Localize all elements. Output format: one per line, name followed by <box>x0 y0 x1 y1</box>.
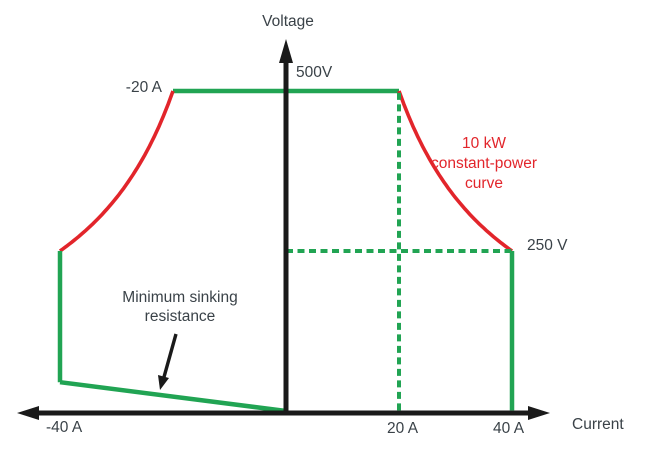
minimum-sinking-resistance-line-path <box>59 379 287 414</box>
voltage-axis-arrowhead-icon <box>279 39 293 63</box>
current-axis-left-arrowhead-icon <box>17 406 39 420</box>
tick-neg40a-label: -40 A <box>46 419 83 436</box>
min-sink-resistance-label: Minimum sinking resistance <box>122 289 238 325</box>
voltage-axis <box>279 39 293 414</box>
chart-series-layer <box>57 88 515 414</box>
constant-power-curve-source-path <box>397 90 514 253</box>
tick-250v-label: 250 V <box>527 237 568 254</box>
current-axis <box>17 406 550 420</box>
current-axis-right-arrowhead-icon <box>528 406 550 420</box>
tick-20a-label: 20 A <box>387 420 419 437</box>
annotation-arrowhead-icon <box>158 375 169 390</box>
constant-power-curve-label: 10 kW constant-power curve <box>431 135 537 192</box>
annotation-arrow-line <box>162 333 178 378</box>
tick-500v-label: 500V <box>296 64 333 81</box>
current-axis-label: Current <box>572 416 624 433</box>
voltage-axis-label: Voltage <box>262 13 314 30</box>
tick-neg20a-label: -20 A <box>125 79 162 96</box>
min-sink-annotation-arrow <box>158 333 178 390</box>
constant-power-curve-sink-path <box>58 90 175 253</box>
tick-40a-label: 40 A <box>493 420 525 437</box>
